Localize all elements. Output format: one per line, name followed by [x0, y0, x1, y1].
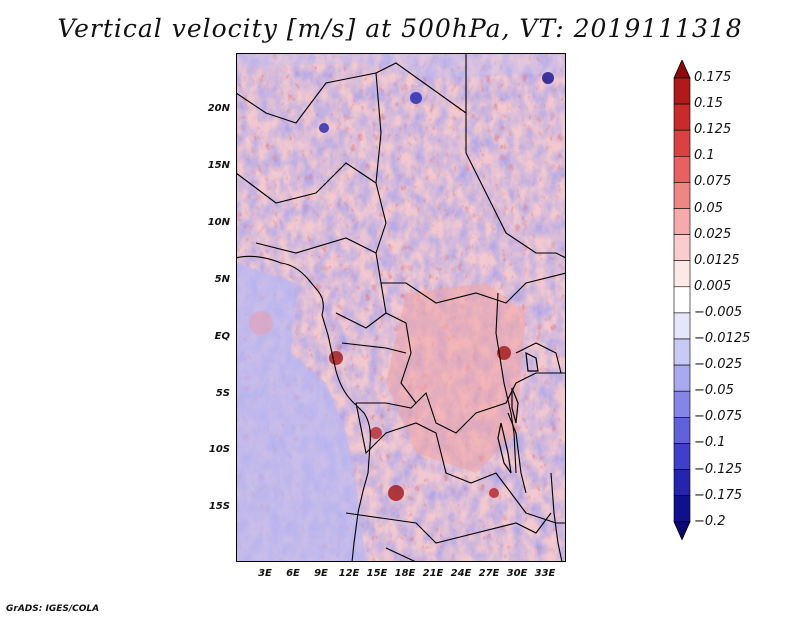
lon-tick-6e: 6E — [286, 568, 300, 579]
lat-tick-5n: 5N — [214, 274, 230, 285]
core-1 — [329, 351, 343, 365]
colorbar-segment — [673, 103, 691, 131]
lon-tick-21e: 21E — [422, 568, 444, 579]
colorbar-top-arrow — [673, 60, 691, 79]
colorbar-segment — [673, 129, 691, 157]
core-5 — [489, 488, 499, 498]
core-down-3 — [542, 72, 554, 84]
colorbar-level-label: −0.05 — [694, 383, 734, 399]
core-down-2 — [410, 92, 422, 104]
colorbar-level-label: 0.175 — [694, 70, 732, 85]
colorbar-level-label: 0.1 — [694, 148, 715, 164]
colorbar — [673, 60, 691, 541]
colorbar-level-label: −0.025 — [694, 357, 743, 373]
colorbar-level-label: −0.075 — [694, 409, 743, 425]
core-3 — [388, 485, 404, 501]
colorbar-level-label: 0.005 — [694, 278, 732, 294]
map-frame — [236, 53, 566, 562]
northern-band — [236, 53, 566, 78]
lon-tick-9e: 9E — [314, 568, 328, 579]
colorbar-segment — [673, 390, 691, 418]
coastlines-borders — [236, 53, 566, 562]
lon-tick-3e: 3E — [258, 568, 272, 579]
lon-tick-18e: 18E — [394, 568, 416, 579]
colorbar-level-label: −0.0125 — [694, 331, 751, 346]
colorbar-level-label: 0.025 — [694, 226, 732, 242]
colorbar-level-label: −0.175 — [694, 487, 743, 503]
colorbar-level-label: −0.005 — [694, 304, 743, 320]
lat-tick-10n: 10N — [207, 217, 230, 228]
lon-tick-24e: 24E — [450, 568, 472, 579]
lon-tick-30e: 30E — [506, 568, 528, 579]
colorbar-segment — [673, 443, 691, 470]
colorbar-segment — [673, 338, 691, 366]
colorbar-segment — [673, 364, 691, 392]
colorbar-segment — [673, 208, 691, 235]
colorbar-level-label: 0.0125 — [694, 252, 740, 268]
colorbar-segment — [673, 469, 691, 496]
map-title: Vertical velocity [m/s] at 500hPa, VT: 2… — [57, 14, 743, 43]
lat-tick-15n: 15N — [207, 160, 230, 171]
lakes — [497, 351, 539, 474]
colorbar-segment — [673, 286, 691, 314]
colorbar-segment — [673, 312, 691, 340]
colorbar-level-label: −0.1 — [694, 435, 726, 451]
core-2 — [370, 427, 382, 439]
core-4 — [497, 346, 511, 360]
lon-tick-12e: 12E — [338, 568, 360, 579]
colorbar-segment — [673, 416, 691, 444]
colorbar-segment — [673, 495, 691, 523]
lat-tick-20n: 20N — [207, 103, 230, 114]
colorbar-level-label: 0.15 — [694, 96, 723, 112]
colorbar-level-label: 0.125 — [694, 122, 732, 138]
colorbar-level-label: −0.125 — [694, 461, 743, 477]
colorbar-segment — [673, 77, 691, 105]
lat-tick-eq: EQ — [214, 331, 230, 342]
colorbar-level-label: 0.05 — [694, 200, 723, 216]
ocean-region — [236, 263, 366, 562]
lat-tick-15s: 15S — [208, 501, 230, 512]
colorbar-level-label: −0.2 — [694, 513, 726, 529]
grads-credit: GrADS: IGES/COLA — [6, 604, 100, 614]
colorbar-segment — [673, 260, 691, 288]
colorbar-level-label: 0.075 — [694, 174, 732, 190]
lat-tick-5s: 5S — [215, 388, 230, 399]
colorbar-segment — [673, 182, 691, 209]
velocity-field-map — [236, 53, 566, 562]
lon-tick-33e: 33E — [534, 568, 556, 579]
core-down-1 — [319, 123, 329, 133]
lon-tick-27e: 27E — [478, 568, 500, 579]
lon-tick-15e: 15E — [366, 568, 388, 579]
gulf-cell — [249, 311, 273, 335]
colorbar-segment — [673, 234, 691, 262]
colorbar-segment — [673, 156, 691, 183]
lat-tick-10s: 10S — [208, 444, 230, 455]
map-panel — [236, 53, 566, 562]
colorbar-bottom-arrow — [673, 521, 691, 541]
